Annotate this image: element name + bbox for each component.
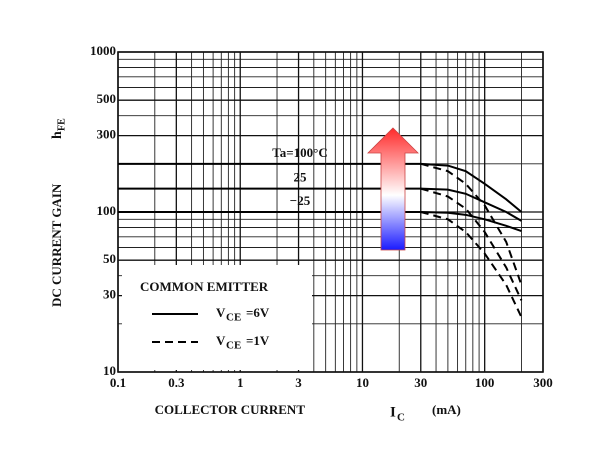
y-tick-label: 30 (103, 287, 116, 302)
y-tick-label: 500 (97, 91, 117, 106)
y-axis-symbol: h (50, 131, 65, 139)
y-tick-label: 1000 (90, 43, 116, 58)
y-axis-title-group: DC CURRENT GAIN h FE (49, 118, 67, 307)
legend-suffix: =1V (246, 333, 270, 348)
series-line (118, 211, 522, 233)
x-axis-symbol: I (390, 404, 396, 420)
y-tick-label: 300 (97, 127, 117, 142)
legend-symbol: V (216, 333, 226, 348)
x-tick-label: 100 (475, 375, 495, 390)
curve-label: Ta=100°C (272, 145, 327, 160)
legend: V CE =6VV CE =1V (152, 305, 270, 352)
x-tick-label: 3 (295, 375, 302, 390)
x-tick-label: 1 (237, 375, 244, 390)
x-tick-label: 0.3 (168, 375, 185, 390)
legend-subscript: CE (226, 312, 241, 324)
x-axis-title: COLLECTOR CURRENT (155, 402, 306, 417)
legend-box (122, 265, 312, 370)
x-axis-subscript: C (397, 412, 405, 424)
x-tick-label: 300 (533, 375, 553, 390)
curve-label: 25 (294, 170, 308, 185)
legend-subscript: CE (226, 340, 241, 352)
legend-symbol: V (216, 305, 226, 320)
labels: 0.1 0.3 1 3 10 30 100 300 10 30 50 100 300 500 1000 Ta=… (90, 43, 553, 390)
x-tick-label: 30 (414, 375, 427, 390)
x-tick-label: 10 (356, 375, 369, 390)
y-tick-label: 100 (97, 203, 117, 218)
y-tick-label: 10 (103, 363, 116, 378)
temperature-arrow (367, 127, 419, 251)
y-tick-label: 50 (103, 251, 116, 266)
y-axis-subscript: FE (56, 118, 67, 131)
legend-title: COMMON EMITTER (140, 279, 269, 294)
x-tick-label: 0.1 (110, 375, 126, 390)
x-axis-unit: (mA) (432, 402, 461, 417)
series-line (118, 187, 522, 222)
legend-suffix: =6V (246, 305, 270, 320)
series-line (118, 162, 523, 213)
y-axis-title: DC CURRENT GAIN (49, 183, 64, 307)
series-line (420, 211, 523, 318)
curve-label: −25 (290, 193, 311, 208)
lines (118, 162, 523, 318)
